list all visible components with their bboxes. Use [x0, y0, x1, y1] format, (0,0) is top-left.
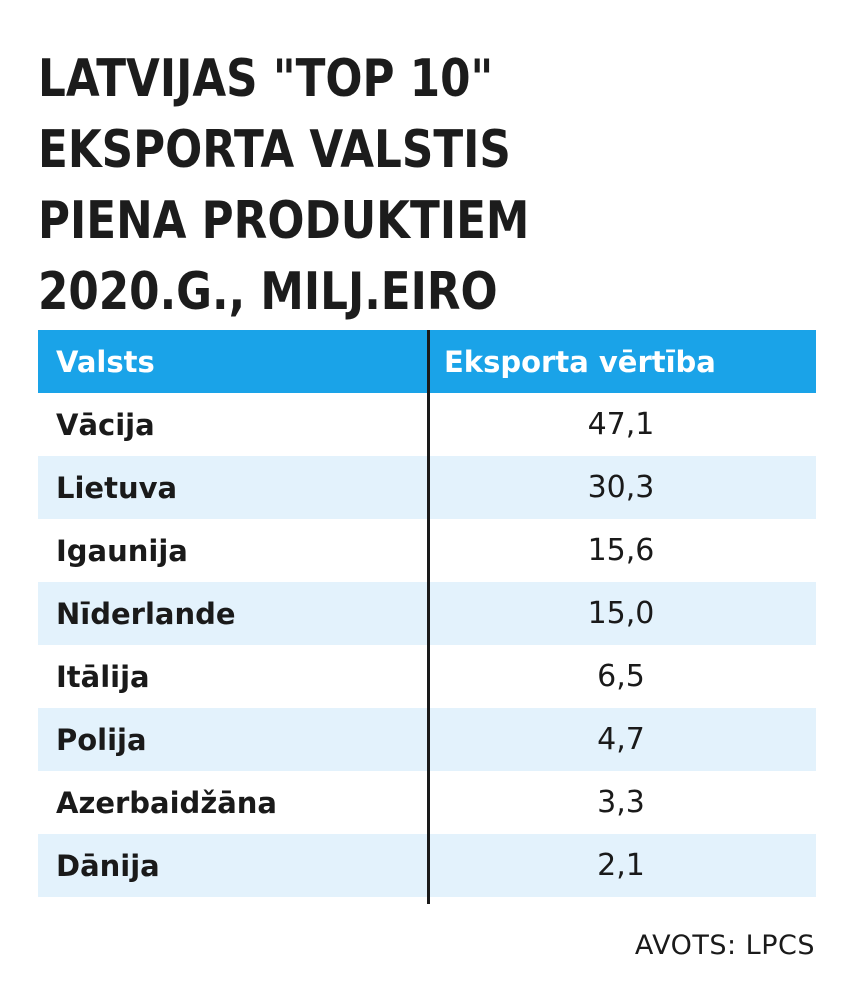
row-country: Dānija — [56, 848, 160, 883]
title-line-3: PIENA PRODUKTIEM — [38, 191, 530, 251]
row-country: Itālija — [56, 659, 150, 694]
source-note: AVOTS: LPCS — [634, 930, 815, 961]
row-country: Igaunija — [56, 533, 188, 568]
title-line-4: 2020.G., MILJ.EIRO — [38, 262, 498, 322]
row-country: Azerbaidžāna — [56, 785, 277, 820]
row-value: 30,3 — [587, 470, 655, 505]
row-value: 15,0 — [587, 596, 655, 631]
row-value: 6,5 — [597, 659, 645, 694]
chart-title: LATVIJAS "TOP 10" EKSPORTA VALSTIS PIENA… — [38, 44, 710, 328]
title-line-1: LATVIJAS "TOP 10" — [38, 49, 494, 109]
row-country: Nīderlande — [56, 596, 236, 631]
row-value: 2,1 — [597, 848, 645, 883]
row-value: 47,1 — [587, 407, 655, 442]
column-divider — [427, 330, 430, 904]
row-country: Polija — [56, 722, 147, 757]
column-header-value: Eksporta vērtība — [444, 344, 716, 379]
title-line-2: EKSPORTA VALSTIS — [38, 120, 511, 180]
row-country: Lietuva — [56, 470, 178, 505]
row-value: 4,7 — [597, 722, 645, 757]
row-value: 3,3 — [597, 785, 645, 820]
row-country: Vācija — [56, 407, 155, 442]
column-header-country: Valsts — [56, 344, 155, 379]
row-value: 15,6 — [587, 533, 655, 568]
